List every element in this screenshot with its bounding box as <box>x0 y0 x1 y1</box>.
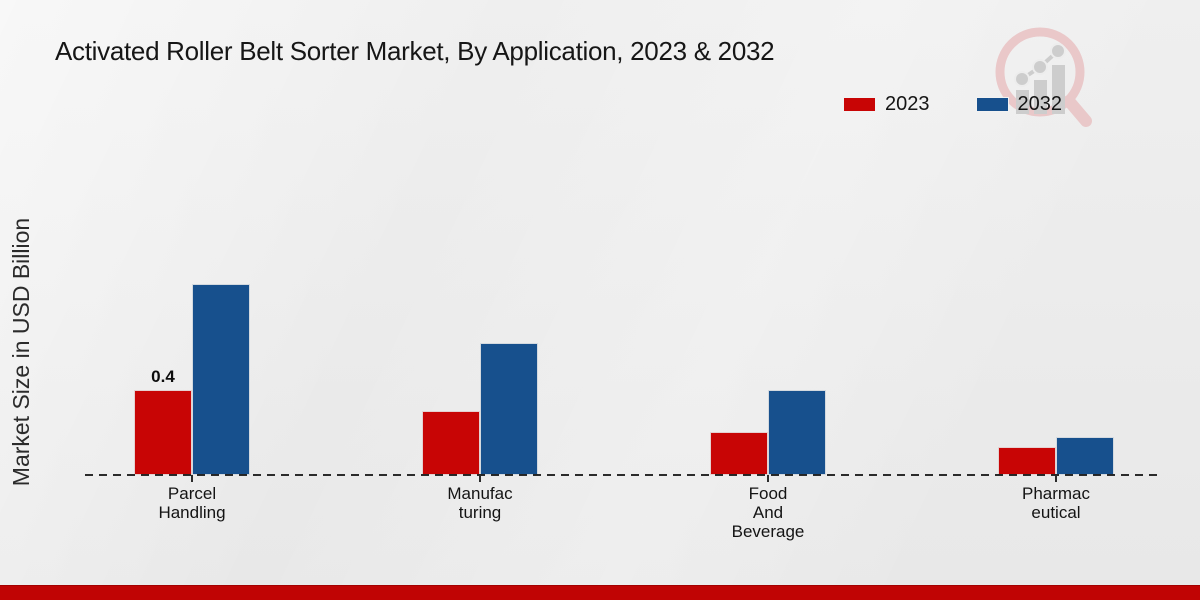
category-label-line: turing <box>458 503 502 522</box>
category-label-line: Handling <box>158 503 226 522</box>
x-axis-tick-parcel-handling <box>191 475 193 482</box>
bar-2023-pharmaceutical <box>998 447 1056 475</box>
x-axis-tick-manufacturing <box>479 475 481 482</box>
x-axis-category-label-parcel-handling: Parcel Handling <box>112 484 272 522</box>
legend-swatch-2023 <box>843 97 876 112</box>
footer-accent-bar <box>0 585 1200 600</box>
legend-item-2023: 2023 <box>843 93 930 116</box>
bar-2023-parcel-handling <box>134 390 192 475</box>
bar-2032-pharmaceutical <box>1056 437 1114 475</box>
category-label-line: Manufac <box>447 484 513 503</box>
bar-2023-food-and-beverage <box>710 432 768 475</box>
y-axis-label: Market Size in USD Billion <box>8 217 34 487</box>
x-axis-tick-pharmaceutical <box>1055 475 1057 482</box>
x-axis-category-label-pharmaceutical: Pharmac eutical <box>976 484 1136 522</box>
bar-2032-parcel-handling <box>192 284 250 475</box>
bar-2023-manufacturing <box>422 411 480 475</box>
category-label-line: Pharmac <box>1021 484 1091 503</box>
category-label-line: Parcel <box>167 484 217 503</box>
category-label-line: Beverage <box>731 522 805 541</box>
category-label-line: And <box>752 503 784 522</box>
x-axis-line <box>85 474 1161 476</box>
legend-label-2023: 2023 <box>885 93 930 115</box>
magnifier-bar-chart-logo-icon <box>995 27 1092 127</box>
bar-data-label: 0.4 <box>151 367 175 386</box>
chart-title: Activated Roller Belt Sorter Market, By … <box>55 36 775 66</box>
legend-swatch-2032 <box>975 97 1009 112</box>
legend-label-2032: 2032 <box>1017 93 1063 115</box>
legend-item-2032: 2032 <box>975 93 1063 116</box>
legend: 2023 2032 <box>843 93 1062 116</box>
category-label-line: Food <box>748 484 788 503</box>
x-axis-tick-food-and-beverage <box>767 475 769 482</box>
bar-2032-food-and-beverage <box>768 390 826 475</box>
category-label-line: eutical <box>1031 503 1081 522</box>
bar-2032-manufacturing <box>480 343 538 475</box>
x-axis-category-label-food-and-beverage: Food And Beverage <box>688 484 848 541</box>
x-axis-category-label-manufacturing: Manufac turing <box>400 484 560 522</box>
